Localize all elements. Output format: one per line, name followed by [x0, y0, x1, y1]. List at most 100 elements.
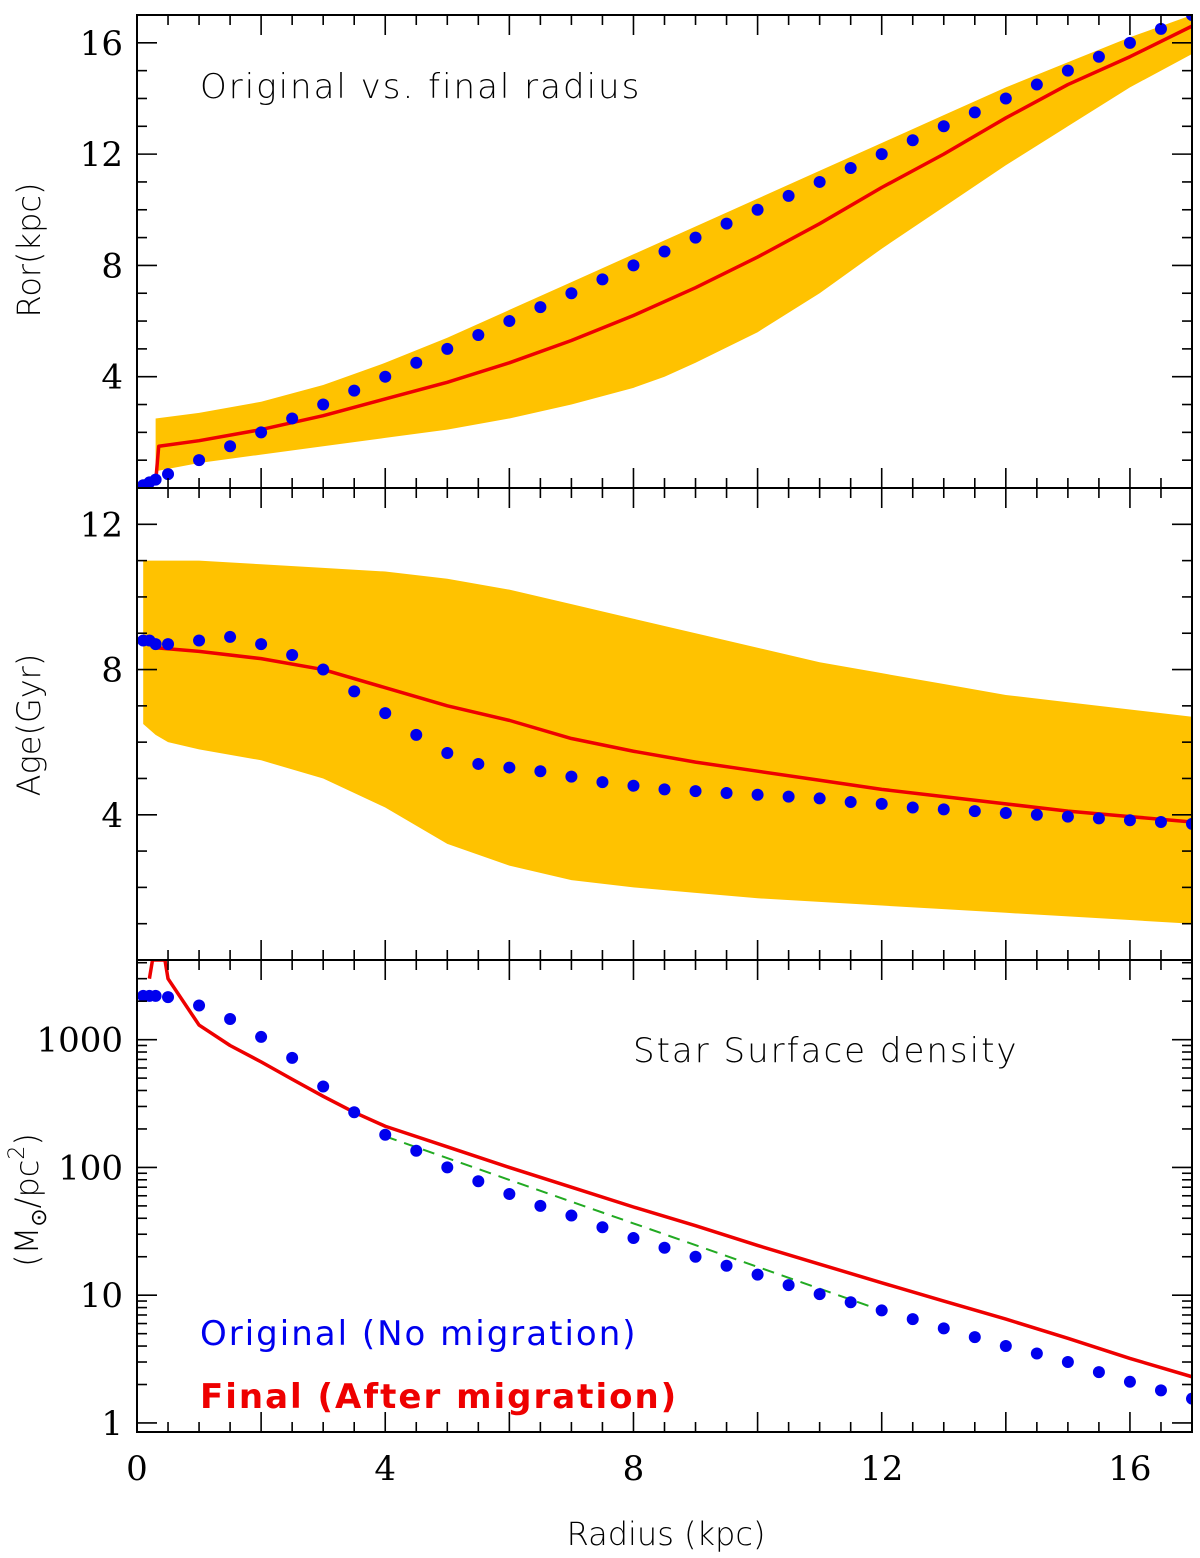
- bottom-original-point: [317, 1080, 330, 1093]
- bottom-original-point: [782, 1279, 795, 1292]
- bottom-original-point: [503, 1187, 516, 1200]
- panel-bottom-density: 1 10 100 1000 0 4 8 12 16: [36, 959, 1193, 1489]
- middle-original-point: [503, 761, 516, 774]
- middle-original-point: [813, 792, 826, 805]
- middle-original-point: [255, 638, 268, 651]
- bottom-x-tick-label: 0: [126, 1449, 148, 1489]
- bottom-original-point: [999, 1340, 1012, 1353]
- top-original-point: [906, 134, 919, 147]
- top-original-point: [503, 315, 516, 328]
- top-original-point: [149, 473, 162, 486]
- top-original-point: [627, 259, 640, 272]
- middle-original-point: [782, 790, 795, 803]
- bottom-original-point: [1092, 1366, 1105, 1379]
- top-original-point: [1123, 36, 1136, 49]
- top-original-point: [813, 175, 826, 188]
- middle-original-point: [348, 685, 361, 698]
- top-y-tick-label: 4: [101, 358, 123, 398]
- top-original-point: [379, 370, 392, 383]
- middle-original-point: [937, 803, 950, 816]
- top-original-point: [1030, 78, 1043, 91]
- bottom-original-point: [689, 1250, 702, 1263]
- top-original-point: [534, 301, 547, 314]
- top-y-tick-label: 12: [80, 135, 123, 175]
- bottom-original-point: [149, 989, 162, 1002]
- top-original-point: [286, 412, 299, 425]
- ylabel-close: ): [8, 1133, 46, 1145]
- middle-y-tick-label: 8: [101, 651, 123, 691]
- bottom-plot-area: [137, 960, 1192, 1405]
- ylabel-sun-symbol: ⊙: [27, 1208, 52, 1226]
- bottom-original-point: [1154, 1384, 1167, 1397]
- bottom-y-axis-title: (M⊙/pc2): [5, 1133, 52, 1267]
- top-original-point: [937, 120, 950, 133]
- middle-original-point: [193, 634, 206, 647]
- bottom-original-point: [906, 1313, 919, 1326]
- top-original-point: [596, 273, 609, 286]
- bottom-original-point: [937, 1322, 950, 1335]
- middle-original-point: [410, 728, 423, 741]
- bottom-original-point: [627, 1232, 640, 1245]
- bottom-original-point: [1123, 1375, 1136, 1388]
- top-original-point: [689, 231, 702, 244]
- bottom-original-point: [720, 1259, 733, 1272]
- middle-original-point: [472, 757, 485, 770]
- middle-original-point: [658, 783, 671, 796]
- middle-original-point: [379, 707, 392, 720]
- bottom-original-point: [193, 999, 206, 1012]
- middle-y-tick-label: 4: [101, 796, 123, 836]
- middle-original-point: [875, 797, 888, 810]
- top-original-point: [1186, 15, 1192, 21]
- ylabel-main: (M: [8, 1227, 46, 1267]
- bottom-y-tick-label: 1: [101, 1404, 123, 1444]
- top-original-point: [162, 468, 175, 481]
- bottom-original-point: [813, 1288, 826, 1301]
- middle-original-point: [720, 786, 733, 799]
- bottom-x-tick-label: 8: [623, 1449, 645, 1489]
- middle-original-point: [627, 779, 640, 792]
- middle-y-axis-title: Age(Gyr): [10, 654, 48, 797]
- top-original-point: [410, 356, 423, 369]
- ylabel-power: 2: [5, 1146, 30, 1160]
- top-original-point: [193, 454, 206, 467]
- middle-original-point: [689, 785, 702, 798]
- top-y-tick-label: 16: [80, 24, 123, 64]
- bottom-original-point: [410, 1144, 423, 1157]
- middle-original-point: [1061, 810, 1074, 823]
- bottom-panel-annotation: Star Surface density: [633, 1031, 1019, 1071]
- bottom-original-point: [255, 1030, 268, 1043]
- bottom-original-point: [224, 1013, 237, 1026]
- top-original-point: [844, 162, 857, 175]
- middle-original-point: [968, 805, 981, 818]
- bottom-original-point: [751, 1268, 764, 1281]
- x-axis-title: Radius (kpc): [567, 1515, 766, 1553]
- top-y-axis-title: Ror(kpc): [10, 183, 48, 318]
- middle-plot-area: [137, 560, 1192, 924]
- bottom-original-point: [968, 1331, 981, 1344]
- top-panel-annotation: Original vs. final radius: [200, 67, 641, 107]
- middle-original-point: [1030, 808, 1043, 821]
- bottom-original-point: [162, 991, 175, 1004]
- bottom-original-point: [844, 1296, 857, 1309]
- legend-final: Final (After migration): [200, 1377, 678, 1417]
- bottom-original-point: [875, 1304, 888, 1317]
- bottom-original-point: [1186, 1392, 1192, 1405]
- bottom-original-point: [565, 1209, 578, 1222]
- top-original-point: [255, 426, 268, 439]
- bottom-x-tick-label: 4: [374, 1449, 396, 1489]
- bottom-original-point: [379, 1128, 392, 1141]
- bottom-original-point: [596, 1221, 609, 1234]
- top-original-point: [999, 92, 1012, 105]
- bottom-y-tick-label: 100: [58, 1148, 123, 1188]
- bottom-original-point: [1061, 1356, 1074, 1369]
- bottom-original-point: [658, 1241, 671, 1254]
- middle-original-point: [224, 630, 237, 643]
- middle-original-point: [1186, 817, 1192, 830]
- top-original-point: [348, 384, 361, 397]
- bottom-exponential-fit-line: [384, 1135, 883, 1312]
- bottom-original-point: [534, 1199, 547, 1212]
- top-original-point: [875, 148, 888, 161]
- top-original-point: [317, 398, 330, 411]
- bottom-original-point: [286, 1051, 299, 1064]
